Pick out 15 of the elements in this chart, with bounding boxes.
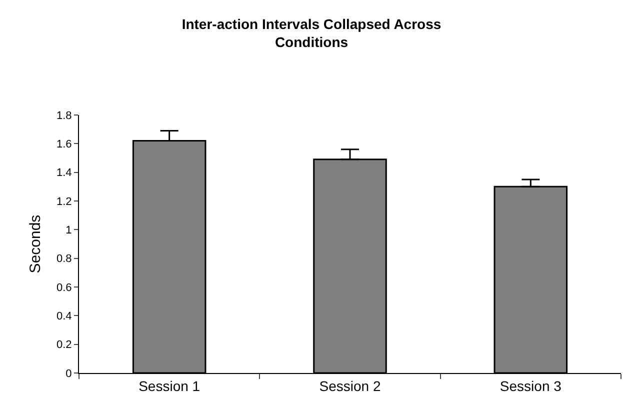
y-tick-label: 0 bbox=[66, 368, 72, 380]
x-tick-label: Session 2 bbox=[319, 378, 381, 394]
x-tick-label: Session 1 bbox=[138, 378, 200, 394]
y-tick-label: 1 bbox=[66, 224, 72, 237]
y-tick-label: 0.4 bbox=[56, 310, 72, 323]
x-tick-label: Session 3 bbox=[500, 378, 562, 394]
y-tick-label: 0.2 bbox=[56, 339, 72, 352]
y-tick-label: 1.6 bbox=[56, 138, 72, 151]
y-axis-title: Seconds bbox=[26, 214, 44, 274]
chart-title: Inter-action Intervals Collapsed Across Conditions bbox=[182, 16, 442, 50]
y-tick-label: 1.2 bbox=[56, 196, 72, 208]
y-tick-label: 0.8 bbox=[56, 253, 72, 266]
y-tick-label: 0.6 bbox=[56, 282, 72, 294]
y-tick-label: 1.8 bbox=[56, 110, 72, 122]
y-tick-label: 1.4 bbox=[56, 167, 72, 180]
